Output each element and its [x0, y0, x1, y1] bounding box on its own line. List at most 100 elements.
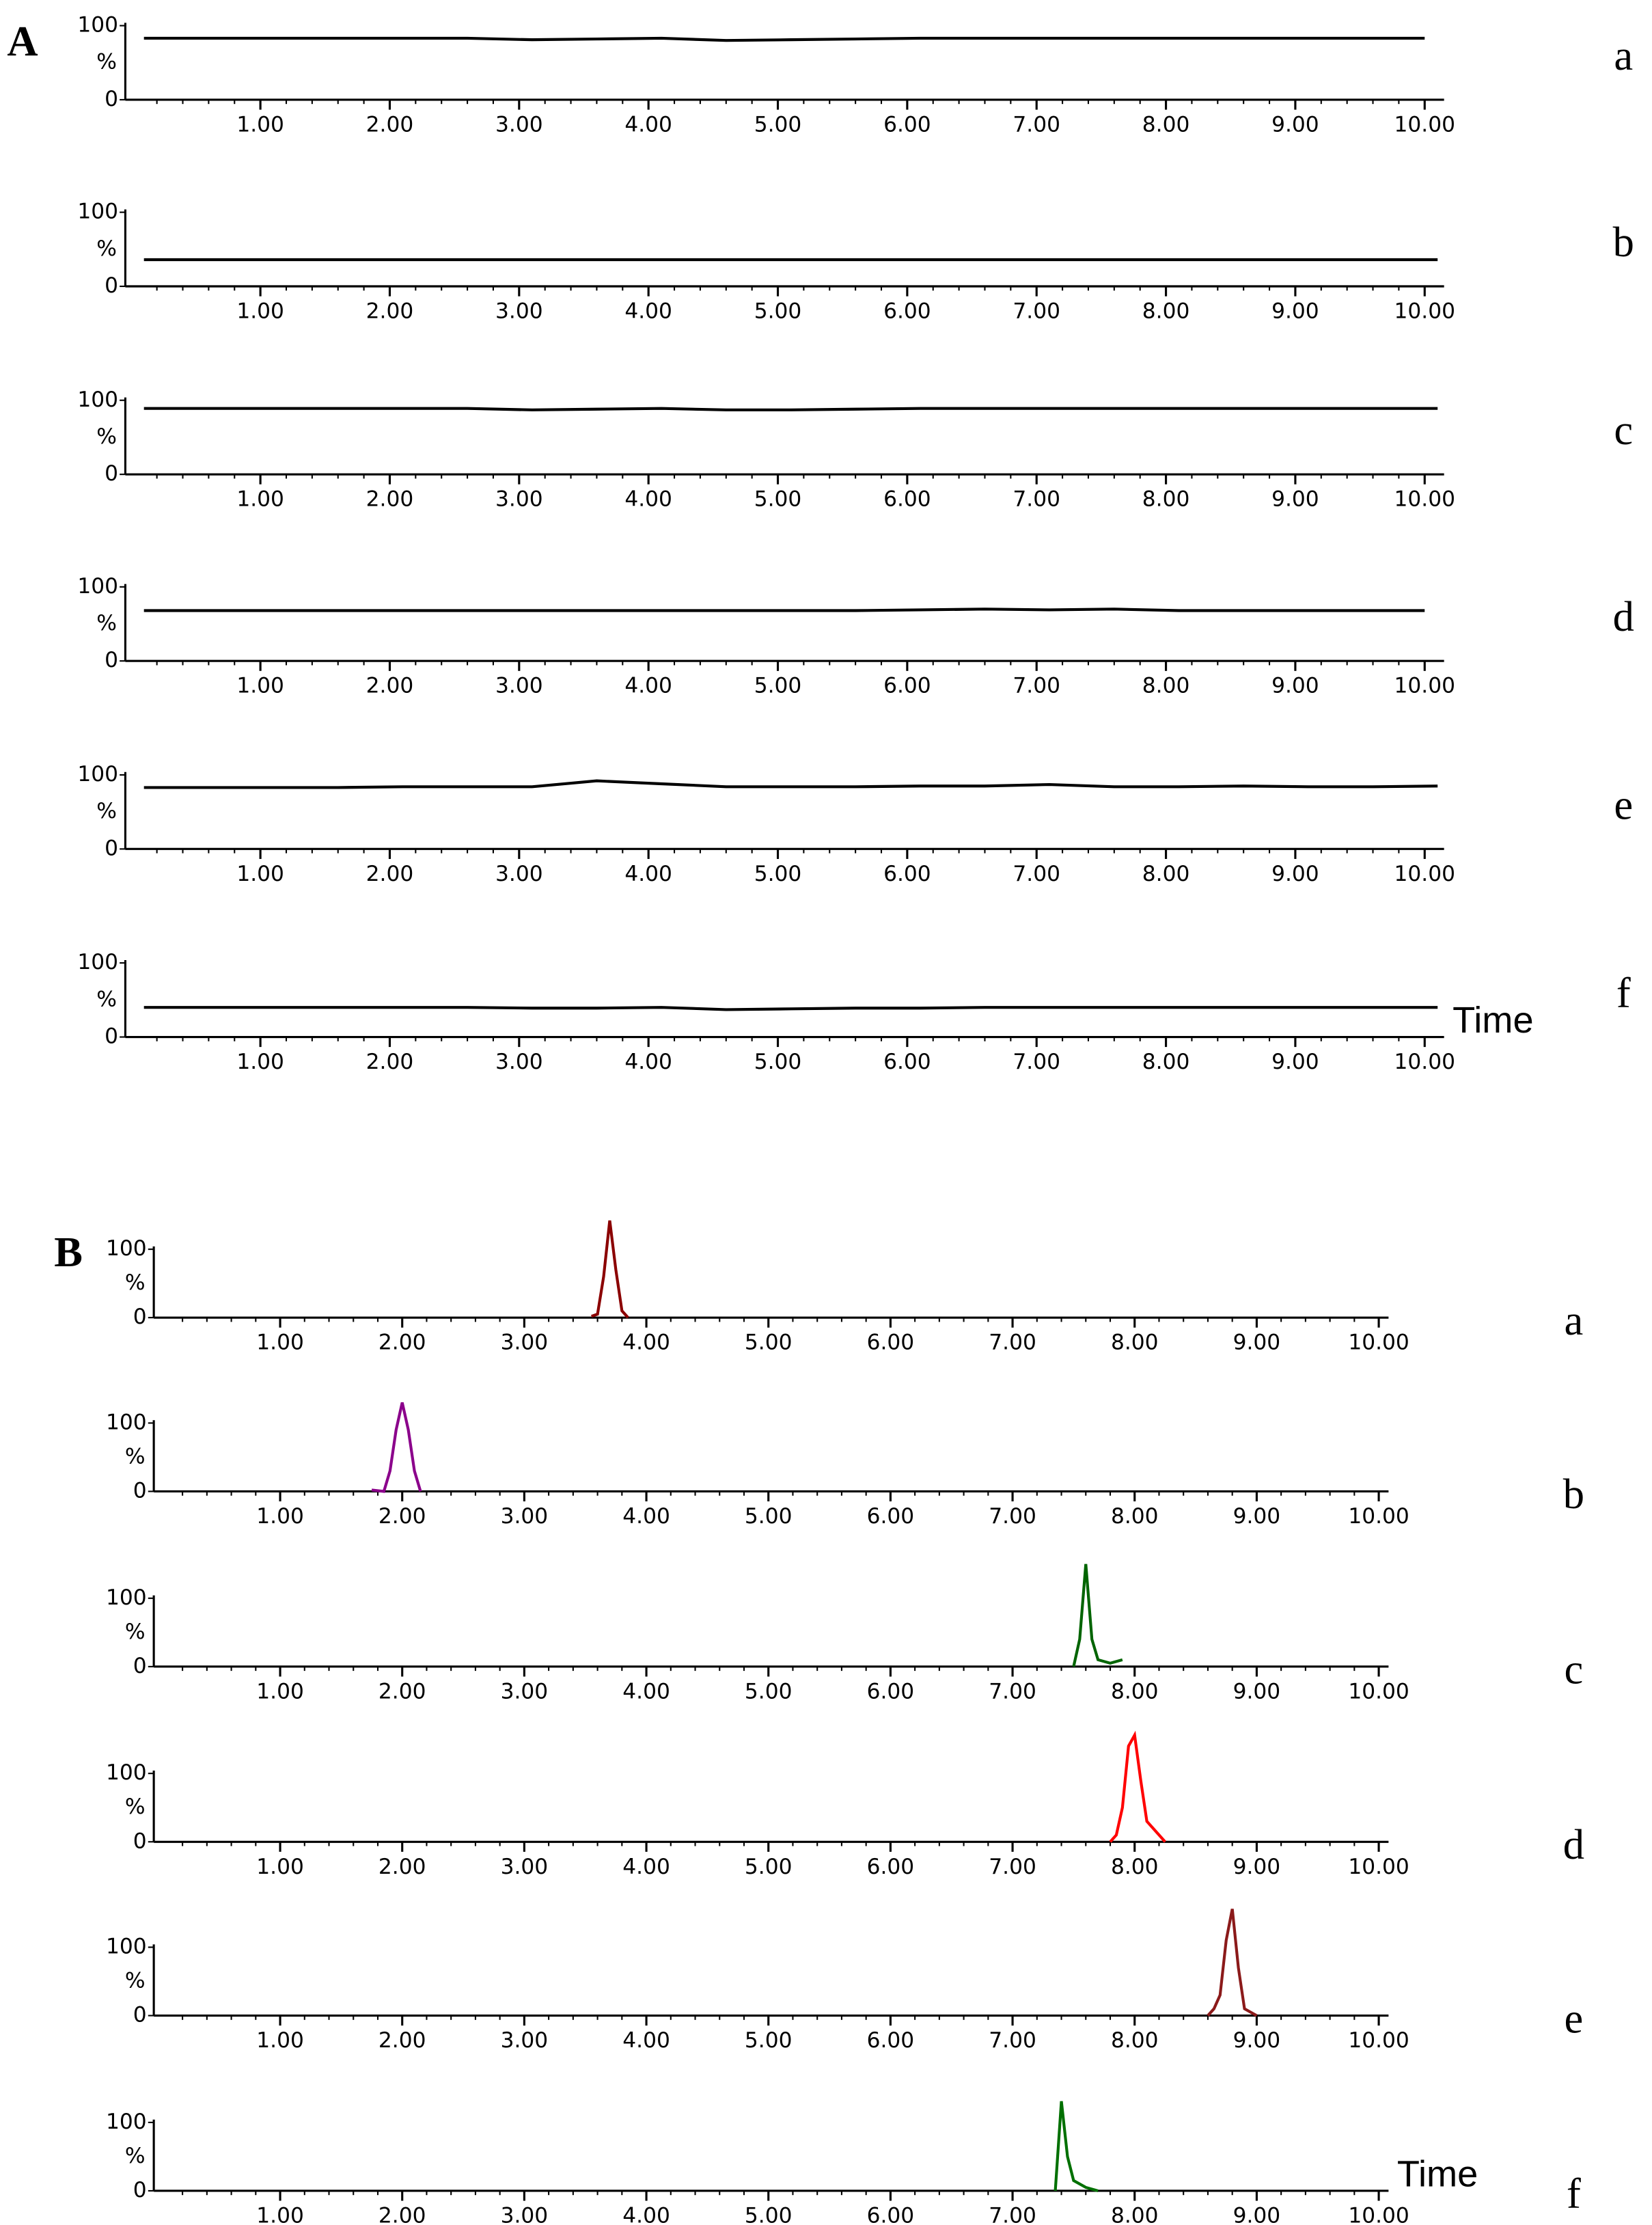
- trace-label: c: [1564, 1646, 1583, 1693]
- x-tick-label: 1.00: [256, 1679, 304, 1704]
- x-tick-label: 3.00: [495, 862, 543, 886]
- x-tick-label: 4.00: [624, 674, 672, 698]
- x-tick-label: 1.00: [256, 1504, 304, 1529]
- y-axis-label: %: [125, 2144, 146, 2168]
- x-tick-label: 6.00: [883, 299, 931, 324]
- x-tick-label: 10.00: [1394, 112, 1455, 137]
- x-tick-label: 3.00: [501, 1855, 549, 1879]
- x-tick-label: 10.00: [1394, 299, 1455, 324]
- x-axis-label: Time: [1453, 1000, 1533, 1041]
- y-axis-label: %: [125, 1794, 146, 1819]
- x-tick-label: 10.00: [1394, 674, 1455, 698]
- trace-label: c: [1614, 406, 1633, 454]
- x-tick-label: 5.00: [745, 1330, 793, 1355]
- x-tick-label: 2.00: [378, 1330, 426, 1355]
- trace-label: b: [1613, 218, 1634, 266]
- x-tick-label: 1.00: [256, 1855, 304, 1879]
- y-tick-label: 100: [77, 200, 118, 224]
- y-tick-label: 0: [105, 273, 118, 298]
- x-tick-label: 7.00: [1013, 487, 1060, 512]
- y-tick-label: 0: [105, 1024, 118, 1049]
- y-tick-label: 0: [105, 836, 118, 860]
- y-tick-label: 100: [106, 1236, 147, 1261]
- x-tick-label: 2.00: [378, 1855, 426, 1879]
- x-tick-label: 7.00: [989, 2028, 1036, 2053]
- y-axis-label: %: [96, 987, 117, 1011]
- y-tick-label: 0: [133, 1478, 147, 1503]
- trace-label: f: [1616, 969, 1631, 1017]
- y-axis-label: %: [96, 799, 117, 823]
- y-axis-label: %: [125, 1444, 146, 1469]
- x-tick-label: 4.00: [624, 299, 672, 324]
- x-tick-label: 7.00: [1013, 674, 1060, 698]
- y-axis-label: %: [125, 1270, 146, 1295]
- trace: [591, 1220, 629, 1319]
- x-tick-label: 4.00: [624, 487, 672, 512]
- y-tick-label: 100: [106, 1410, 147, 1434]
- x-tick-label: 3.00: [495, 299, 543, 324]
- trace: [371, 1402, 422, 1493]
- x-tick-label: 10.00: [1348, 1855, 1409, 1879]
- x-tick-label: 8.00: [1111, 1679, 1159, 1704]
- x-tick-label: 2.00: [366, 299, 414, 324]
- y-tick-label: 0: [105, 87, 118, 111]
- x-tick-label: 5.00: [745, 1679, 793, 1704]
- x-tick-label: 10.00: [1394, 862, 1455, 886]
- x-tick-label: 3.00: [495, 674, 543, 698]
- y-tick-label: 100: [77, 950, 118, 974]
- y-axis-label: %: [96, 611, 117, 636]
- x-tick-label: 1.00: [256, 1330, 304, 1355]
- trace-label: e: [1564, 1994, 1583, 2042]
- trace: [143, 779, 1438, 789]
- x-tick-label: 9.00: [1271, 112, 1319, 137]
- x-tick-label: 2.00: [366, 862, 414, 886]
- trace-label: e: [1614, 780, 1633, 828]
- x-tick-label: 2.00: [378, 1679, 426, 1704]
- x-tick-label: 4.00: [622, 1330, 670, 1355]
- x-tick-label: 6.00: [883, 112, 931, 137]
- x-tick-label: 5.00: [745, 1855, 793, 1879]
- x-tick-label: 2.00: [366, 674, 414, 698]
- x-tick-label: 8.00: [1111, 2203, 1159, 2225]
- x-tick-label: 3.00: [501, 2203, 549, 2225]
- x-tick-label: 8.00: [1111, 2028, 1159, 2053]
- x-tick-label: 2.00: [366, 112, 414, 137]
- x-tick-label: 1.00: [236, 674, 284, 698]
- trace-label: a: [1564, 1296, 1583, 1344]
- panel-label: A: [7, 17, 38, 65]
- x-tick-label: 6.00: [883, 1050, 931, 1074]
- x-tick-label: 4.00: [622, 2203, 670, 2225]
- trace-label: d: [1563, 1820, 1584, 1868]
- x-tick-label: 4.00: [622, 1679, 670, 1704]
- x-tick-label: 5.00: [754, 862, 802, 886]
- x-tick-label: 2.00: [366, 487, 414, 512]
- trace: [1207, 1909, 1258, 2017]
- trace-label: d: [1613, 592, 1634, 640]
- trace: [143, 608, 1425, 612]
- x-tick-label: 10.00: [1394, 487, 1455, 512]
- trace: [143, 407, 1438, 411]
- x-tick-label: 6.00: [867, 2203, 915, 2225]
- trace: [1109, 1730, 1166, 1843]
- x-tick-label: 3.00: [501, 1330, 549, 1355]
- x-tick-label: 10.00: [1394, 1050, 1455, 1074]
- y-tick-label: 100: [106, 1760, 147, 1785]
- y-axis-label: %: [96, 236, 117, 261]
- x-tick-label: 4.00: [622, 1504, 670, 1529]
- x-tick-label: 2.00: [366, 1050, 414, 1074]
- x-tick-label: 6.00: [867, 1679, 915, 1704]
- x-tick-label: 6.00: [883, 487, 931, 512]
- x-tick-label: 9.00: [1271, 674, 1319, 698]
- trace: [143, 1006, 1438, 1011]
- trace: [1054, 2101, 1099, 2192]
- x-tick-label: 7.00: [989, 1504, 1036, 1529]
- x-tick-label: 7.00: [1013, 862, 1060, 886]
- y-tick-label: 0: [133, 1305, 147, 1329]
- x-tick-label: 3.00: [501, 1504, 549, 1529]
- x-tick-label: 6.00: [883, 862, 931, 886]
- x-tick-label: 8.00: [1111, 1855, 1159, 1879]
- x-tick-label: 4.00: [624, 1050, 672, 1074]
- x-tick-label: 7.00: [989, 2203, 1036, 2225]
- x-tick-label: 10.00: [1348, 1504, 1409, 1529]
